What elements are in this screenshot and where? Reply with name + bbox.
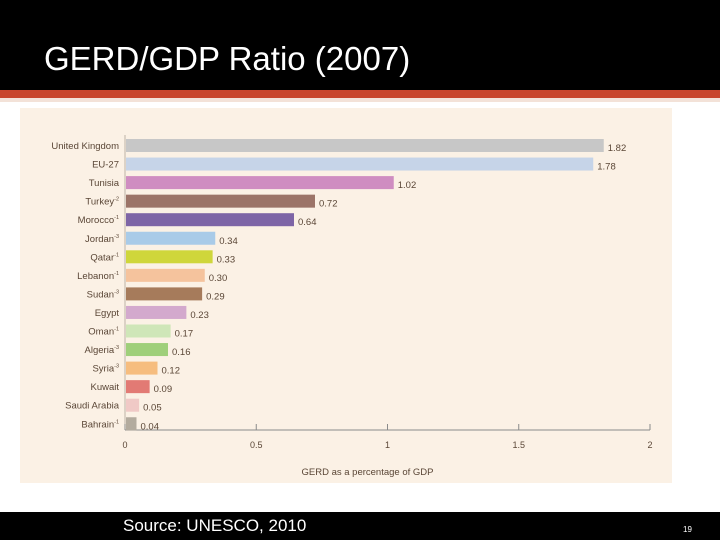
category-label: Sudan-3 (87, 289, 119, 300)
title-bar (0, 0, 720, 90)
bar (126, 157, 594, 171)
category-name: Oman (88, 327, 114, 338)
page-number: 19 (683, 525, 692, 534)
category-name: Kuwait (90, 382, 119, 393)
category-label: Tunisia (89, 178, 120, 189)
bar (126, 250, 213, 264)
bar (126, 361, 158, 375)
category-label: Algeria-3 (85, 345, 119, 356)
category-label: Morocco-1 (78, 215, 119, 226)
value-label: 0.72 (319, 199, 338, 210)
category-footnote: -3 (114, 289, 119, 295)
x-tick-label: 2 (647, 440, 652, 450)
bar (126, 268, 205, 282)
value-label: 0.23 (190, 310, 209, 321)
category-name: United Kingdom (51, 141, 119, 152)
value-label: 1.02 (398, 180, 417, 191)
category-label: Qatar-1 (90, 252, 119, 263)
category-name: EU-27 (92, 160, 119, 171)
bar (126, 343, 168, 357)
value-label: 0.17 (175, 329, 194, 340)
category-name: Tunisia (89, 178, 120, 189)
category-label: Bahrain-1 (81, 419, 119, 430)
category-name: Morocco (78, 215, 114, 226)
bar (126, 139, 604, 152)
value-label: 0.04 (141, 421, 160, 432)
category-footnote: -1 (114, 252, 119, 258)
category-label: Egypt (95, 308, 120, 319)
slide-title: GERD/GDP Ratio (2007) (44, 40, 411, 77)
category-footnote: -1 (114, 419, 119, 425)
value-label: 0.05 (143, 403, 162, 414)
category-footnote: -3 (114, 345, 119, 351)
accent-rule-light (0, 98, 720, 102)
category-label: EU-27 (92, 160, 119, 171)
bar (126, 380, 150, 394)
category-name: Lebanon (77, 271, 114, 282)
bar (126, 287, 203, 301)
value-label: 1.82 (608, 143, 627, 154)
value-label: 0.30 (209, 273, 228, 284)
category-label: Turkey-2 (85, 197, 119, 208)
value-label: 0.29 (206, 291, 225, 302)
bar (126, 398, 140, 412)
category-label: Kuwait (90, 382, 119, 393)
value-label: 0.33 (217, 254, 236, 265)
value-label: 0.16 (172, 347, 191, 358)
bar (126, 231, 216, 245)
category-label: Syria-3 (92, 364, 119, 375)
value-label: 0.09 (154, 384, 173, 395)
category-label: United Kingdom (51, 141, 119, 152)
category-label: Oman-1 (88, 327, 119, 338)
category-name: Syria (92, 364, 114, 375)
bar (126, 176, 394, 190)
x-tick-label: 1.5 (512, 440, 525, 450)
value-label: 0.64 (298, 217, 317, 228)
category-label: Saudi Arabia (65, 401, 120, 412)
category-footnote: -2 (114, 197, 119, 203)
value-label: 1.78 (597, 162, 616, 173)
category-footnote: -1 (114, 215, 119, 221)
bar (126, 417, 137, 431)
footer-bar (0, 512, 720, 540)
category-name: Algeria (85, 345, 115, 356)
category-name: Bahrain (81, 419, 114, 430)
category-label: Lebanon-1 (77, 271, 119, 282)
bar (126, 194, 315, 208)
bar (126, 213, 294, 227)
x-tick-label: 0.5 (250, 440, 263, 450)
category-footnote: -1 (114, 271, 119, 277)
bar (126, 324, 171, 338)
x-tick-label: 1 (385, 440, 390, 450)
x-axis-title: GERD as a percentage of GDP (301, 467, 433, 478)
category-footnote: -3 (114, 364, 119, 370)
category-footnote: -3 (114, 234, 119, 240)
bar (126, 305, 187, 319)
category-name: Sudan (87, 289, 114, 300)
category-name: Egypt (95, 308, 120, 319)
category-name: Jordan (85, 234, 114, 245)
value-label: 0.34 (219, 236, 238, 247)
category-name: Qatar (90, 252, 114, 263)
category-footnote: -1 (114, 327, 119, 333)
value-label: 0.12 (162, 366, 181, 377)
x-tick-label: 0 (122, 440, 127, 450)
category-name: Turkey (85, 197, 114, 208)
source-note: Source: UNESCO, 2010 (123, 516, 307, 535)
category-name: Saudi Arabia (65, 401, 120, 412)
category-label: Jordan-3 (85, 234, 119, 245)
accent-rule (0, 90, 720, 98)
